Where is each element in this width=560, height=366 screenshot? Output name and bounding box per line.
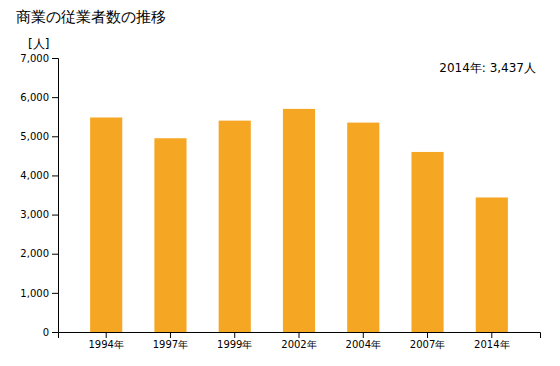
x-tick-label: 2014年 — [474, 339, 509, 350]
x-tick-mark — [106, 332, 107, 338]
x-tick-mark — [234, 332, 235, 338]
y-tick: 5,000 — [20, 131, 58, 142]
annotation: 2014年: 3,437人 — [439, 61, 536, 75]
x-tick-label: 2004年 — [346, 339, 381, 350]
y-tick-mark — [52, 254, 58, 255]
x-tick-mark — [299, 332, 300, 338]
y-tick-label: 3,000 — [20, 209, 49, 220]
y-tick-label: 5,000 — [20, 131, 49, 142]
x-tick: 2002年 — [281, 332, 316, 350]
x-axis-line — [59, 333, 541, 339]
bar — [476, 197, 508, 332]
bar — [219, 121, 251, 332]
x-tick: 2014年 — [474, 332, 509, 350]
y-tick-label: 6,000 — [20, 92, 49, 103]
x-tick: 1997年 — [153, 332, 188, 350]
x-axis: 1994年 1997年 1999年 2002年 2004年 2007年 2014年 — [59, 332, 541, 350]
chart-svg: 0 1,000 2,000 3,000 4,000 5,000 6,000 7,000 1994… — [0, 0, 560, 366]
y-axis: 0 1,000 2,000 3,000 4,000 5,000 6,000 7,000 — [20, 53, 58, 338]
y-tick-mark — [52, 58, 58, 59]
x-tick: 2004年 — [346, 332, 381, 350]
bar — [283, 109, 315, 332]
x-tick-label: 2007年 — [410, 339, 445, 350]
x-tick-mark — [170, 332, 171, 338]
bar — [347, 123, 379, 332]
x-tick-label: 2002年 — [281, 339, 316, 350]
y-label: [人] — [28, 37, 49, 51]
y-tick-mark — [52, 175, 58, 176]
y-tick-label: 2,000 — [20, 248, 49, 259]
x-tick-mark — [363, 332, 364, 338]
y-tick-mark — [52, 97, 58, 98]
x-tick-label: 1994年 — [88, 339, 123, 350]
y-axis-line — [52, 59, 59, 333]
y-tick: 1,000 — [20, 288, 58, 299]
y-tick: 6,000 — [20, 92, 58, 103]
bar — [154, 138, 186, 332]
y-tick-label: 0 — [43, 327, 49, 338]
y-tick-mark — [52, 332, 58, 333]
x-tick: 1994年 — [88, 332, 123, 350]
y-tick-label: 4,000 — [20, 170, 49, 181]
y-tick-mark — [52, 215, 58, 216]
y-tick: 2,000 — [20, 248, 58, 259]
plot-area: 0 1,000 2,000 3,000 4,000 5,000 6,000 7,000 1994… — [20, 53, 540, 350]
x-tick-label: 1997年 — [153, 339, 188, 350]
y-tick: 0 — [43, 327, 58, 338]
x-tick: 2007年 — [410, 332, 445, 350]
y-tick-mark — [52, 136, 58, 137]
x-tick-mark — [491, 332, 492, 338]
x-tick-label: 1999年 — [217, 339, 252, 350]
y-tick: 7,000 — [20, 53, 58, 64]
y-tick: 4,000 — [20, 170, 58, 181]
title: 商業の従業者数の推移 — [16, 8, 166, 26]
bars — [90, 109, 508, 332]
x-tick: 1999年 — [217, 332, 252, 350]
y-tick: 3,000 — [20, 209, 58, 220]
y-tick-label: 7,000 — [20, 53, 49, 64]
y-tick-mark — [52, 293, 58, 294]
y-tick-label: 1,000 — [20, 288, 49, 299]
bar — [90, 117, 122, 332]
x-tick-mark — [427, 332, 428, 338]
chart-container: 0 1,000 2,000 3,000 4,000 5,000 6,000 7,000 1994… — [0, 0, 560, 366]
bar — [411, 152, 443, 332]
